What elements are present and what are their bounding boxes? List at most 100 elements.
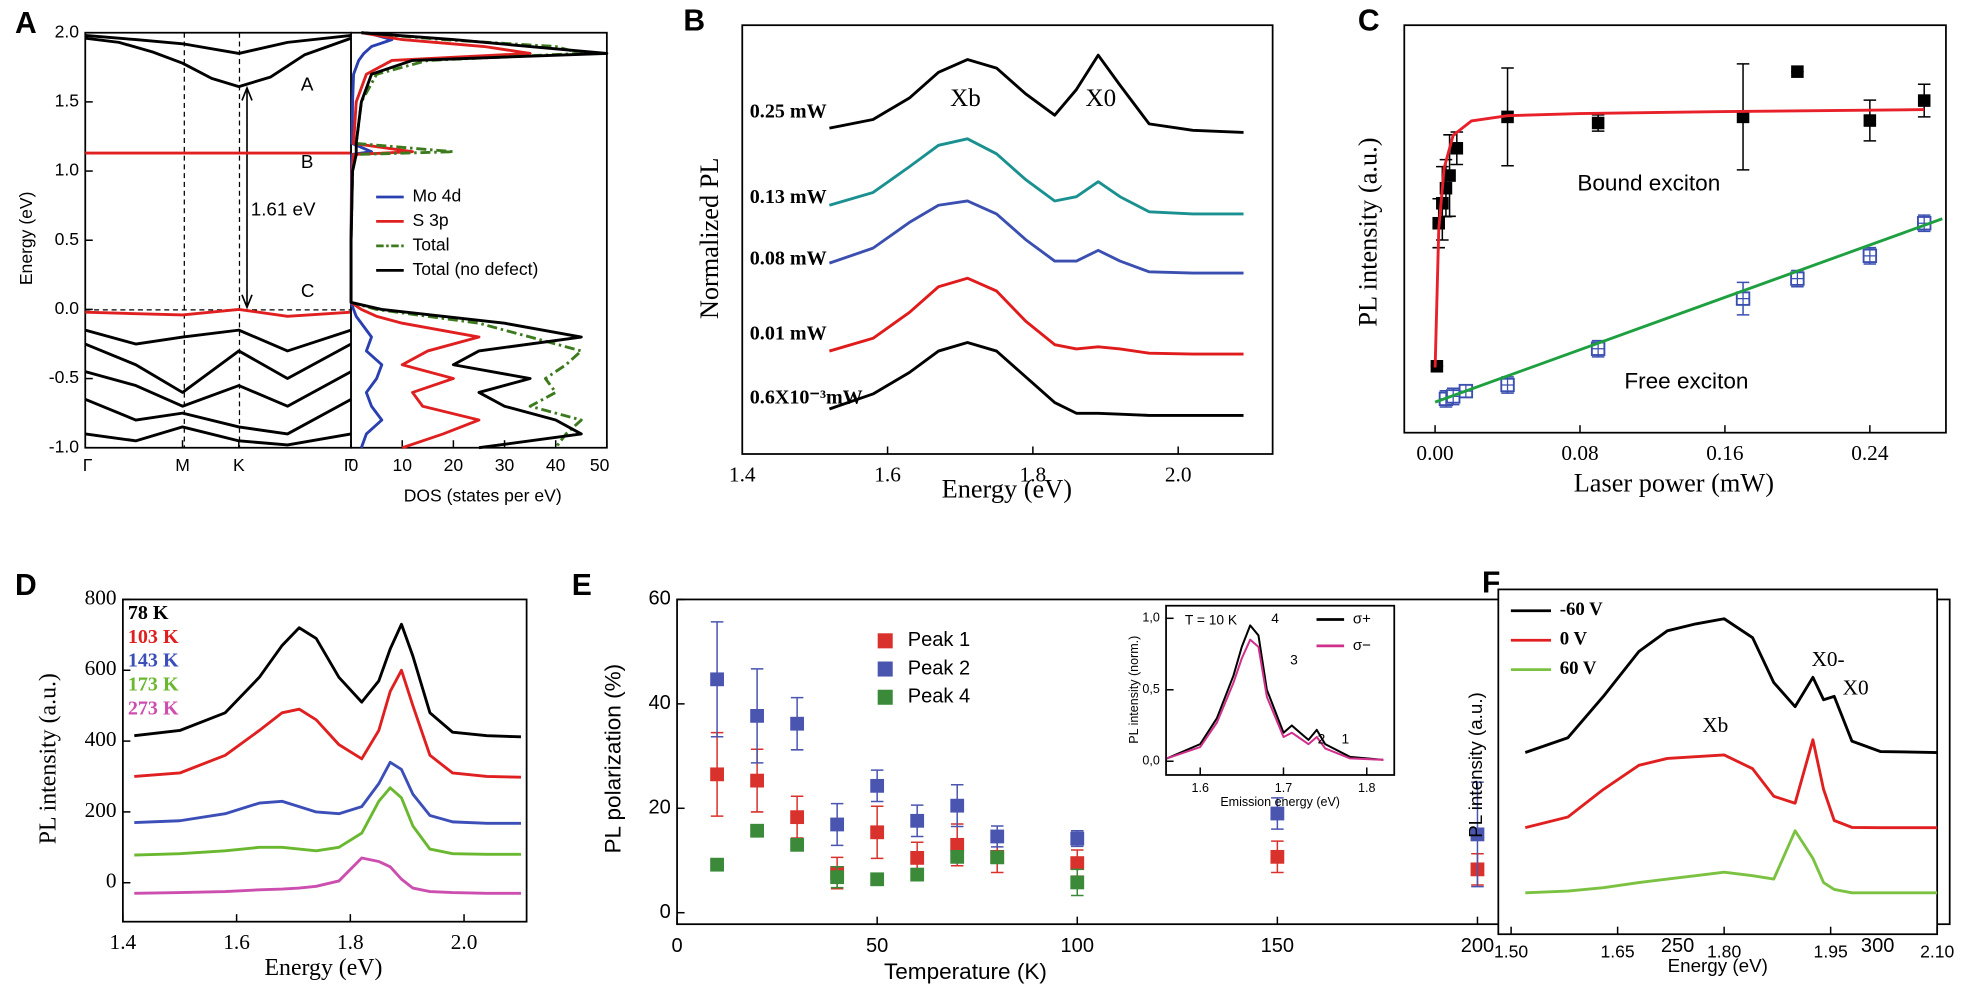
y-tick-label: 1,0 [1142, 611, 1159, 625]
x-tick-label: Γ [344, 455, 354, 475]
y-tick-label: -1.0 [49, 436, 79, 456]
panel-label: F [1482, 566, 1500, 599]
y-axis-label: Normalized PL [695, 158, 724, 320]
marker [870, 778, 885, 793]
y-tick-label: 0.5 [55, 229, 80, 249]
y-tick-label: 0,5 [1142, 682, 1159, 696]
y-tick-label: 1.5 [55, 91, 80, 111]
y-axis-label: PL intensity (norm.) [1127, 636, 1141, 744]
marker-cross [1863, 249, 1877, 263]
marker [830, 870, 845, 885]
x-tick-label: 1.80 [1707, 942, 1741, 962]
x-tick-label: 20 [444, 455, 464, 475]
series-line [134, 786, 521, 857]
x-tick-label: 0 [349, 455, 359, 475]
series-line [85, 34, 352, 55]
x-tick-label: 1.4 [729, 462, 756, 486]
y-tick-label: 1.0 [55, 160, 80, 180]
legend-label: -60 V [1560, 599, 1603, 620]
legend-label: S 3p [413, 210, 449, 230]
guide-line [241, 85, 253, 310]
marker [1070, 875, 1085, 890]
series-line [829, 53, 1244, 134]
x-tick-label: 1.8 [1020, 462, 1047, 486]
marker [870, 825, 885, 840]
annotation: X0 [1843, 676, 1869, 700]
annotation: 2 [1318, 732, 1326, 747]
annotation: C [301, 280, 315, 301]
series-line [829, 276, 1244, 356]
legend-label: 143 K [128, 650, 179, 672]
x-axis-label: Emission energy (eV) [1220, 795, 1340, 809]
x-axis-label: Temperature (K) [884, 959, 1047, 984]
x-tick-label: 40 [546, 455, 566, 475]
marker [1450, 141, 1464, 155]
x-tick-label: 1.7 [1275, 781, 1292, 795]
marker [950, 798, 965, 813]
marker [870, 872, 885, 887]
x-tick-label: 2.0 [451, 930, 478, 954]
legend-label: σ− [1353, 637, 1371, 654]
x-tick-label: 0 [671, 935, 682, 957]
y-tick-label: 200 [85, 798, 117, 822]
series-line [1524, 617, 1938, 754]
legend-label: Total [413, 235, 450, 255]
series-label: 0.13 mW [750, 186, 827, 208]
x-axis-label: Energy (eV) [942, 475, 1072, 504]
plot-frame [741, 24, 1274, 455]
marker-cross [1736, 292, 1750, 305]
x-tick-label: 2.10 [1920, 942, 1954, 962]
marker [790, 716, 805, 731]
x-tick-label: 2.0 [1165, 462, 1192, 486]
plot-frame [1165, 604, 1396, 776]
y-tick-label: 60 [648, 588, 670, 610]
series-line [134, 856, 521, 895]
x-tick-label: 10 [392, 455, 412, 475]
marker [910, 867, 925, 882]
marker [990, 850, 1005, 865]
legend-label: 103 K [128, 626, 179, 648]
x-tick-label: 300 [1861, 935, 1894, 957]
x-tick-label: 1.6 [223, 930, 250, 954]
plot-frame [1403, 24, 1947, 434]
annotation: X0 [1086, 85, 1117, 112]
annotation: 1.61 eV [251, 199, 316, 220]
marker [1917, 94, 1931, 107]
legend-label: Peak 1 [908, 629, 970, 651]
marker [1736, 110, 1750, 124]
y-tick-label: 0,0 [1142, 754, 1159, 768]
series-line [84, 342, 352, 394]
x-tick-label: 50 [866, 935, 888, 957]
series-line [1434, 217, 1943, 404]
panel-label: A [15, 7, 37, 40]
legend-swatch [877, 689, 893, 705]
panel-label: B [683, 5, 705, 38]
x-tick-label: 1.95 [1814, 942, 1848, 962]
series-label: 0.08 mW [750, 247, 827, 269]
series-label: 0.25 mW [750, 101, 827, 123]
y-tick-label: 20 [648, 797, 670, 819]
marker [710, 672, 724, 687]
y-tick-label: 400 [85, 727, 117, 751]
x-tick-label: 1.6 [874, 462, 901, 486]
x-axis-label: DOS (states per eV) [404, 485, 562, 505]
y-tick-label: 40 [648, 692, 670, 714]
panel-label: D [15, 569, 37, 602]
annotation: B [301, 151, 314, 172]
series-line [1524, 738, 1938, 830]
series-line [85, 36, 352, 89]
y-axis-label: PL intensity (a.u.) [36, 673, 62, 844]
marker [1430, 359, 1444, 373]
annotation: X0- [1812, 647, 1845, 671]
legend-label: 0 V [1560, 629, 1588, 650]
annotation: 4 [1271, 611, 1279, 626]
x-tick-label: 1.50 [1494, 942, 1528, 962]
marker [1591, 116, 1605, 130]
legend-label: σ+ [1353, 610, 1371, 627]
plot-frame [121, 598, 528, 923]
series-line [84, 328, 352, 353]
series-line [85, 307, 352, 318]
annotation: Free exciton [1624, 368, 1748, 393]
